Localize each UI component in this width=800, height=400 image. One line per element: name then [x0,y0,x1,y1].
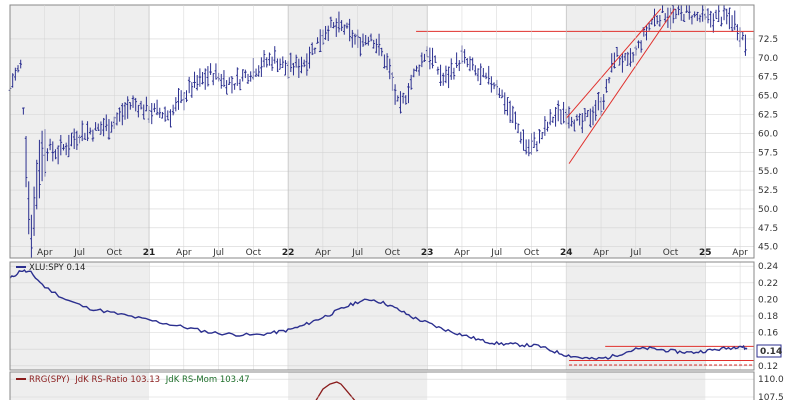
price-tick-label: 47.5 [758,224,778,234]
rs-gridlines [10,265,754,367]
rs-legend: XLU:SPY 0.14 [16,263,85,273]
month-tick-label: Apr [593,248,609,258]
month-tick-label: Apr [315,248,331,258]
price-tick-label: 62.5 [758,111,778,121]
rrg-panel-frame [9,371,755,400]
rrg-shading [10,372,706,400]
rs-tick-label: 0.12 [758,362,778,372]
price-panel-frame [9,4,755,259]
rs-tick-label: 0.18 [758,312,778,322]
rs-tick-label: 0.20 [758,295,778,305]
month-tick-label: Oct [246,248,262,258]
trend-channel-line [568,8,676,164]
year-tick-label: 22 [282,248,295,258]
rs-panel-frame [9,261,755,371]
rrg-legend: RRG(SPY) JdK RS-Ratio 103.13 JdK RS-Mom … [16,375,250,385]
rrg-legend-label: RRG(SPY) JdK RS-Ratio 103.13 JdK RS-Mom … [29,375,250,385]
month-tick-label: Apr [37,248,53,258]
price-trendlines [416,8,754,164]
price-tick-label: 72.5 [758,35,778,45]
year-tick-label: 23 [421,248,434,258]
rs-badge-box [756,344,782,358]
month-tick-label: Oct [385,248,401,258]
rs-tick-label: 0.24 [758,262,778,272]
price-tick-label: 70.0 [758,54,778,64]
time-axis: Apr Jul Oct Apr Jul Oct Apr Jul Oct Apr Jul Oct Apr J… [37,5,748,370]
rrg-line-series [315,381,356,400]
year-shade-band [10,372,150,400]
rrg-tick-label: 107.5 [758,393,784,400]
month-tick-label: Jul [629,248,641,258]
month-tick-label: Jul [73,248,85,258]
rrg-legend-ratio: JdK RS-Ratio 103.13 [74,375,160,385]
price-panel: 45.0 47.5 50.0 52.5 55.0 57.5 60.0 62.5 65.0 67.5… [8,4,778,259]
price-tick-label: 57.5 [758,148,778,158]
month-tick-label: Oct [524,248,540,258]
rrg-legend-mom: JdK RS-Mom 103.47 [165,375,250,385]
price-tick-label: 67.5 [758,73,778,83]
year-tick-label: 24 [560,248,573,258]
month-tick-label: Oct [663,248,679,258]
relative-strength-panel: 0.24 0.22 0.20 0.18 0.16 0.14 0.12 XLU:SPY 0.1… [9,261,782,372]
rrg-tick-label: 110.0 [758,375,784,385]
rrg-axis-labels: 110.0 107.5 [10,375,784,400]
month-tick-label: Oct [107,248,123,258]
month-tick-label: Jul [490,248,502,258]
year-tick-label: 25 [699,248,712,258]
month-tick-label: Apr [732,248,748,258]
month-tick-label: Apr [176,248,192,258]
year-shade-band [566,372,706,400]
rrg-legend-prefix: RRG(SPY) [29,375,70,385]
month-tick-label: Jul [351,248,363,258]
price-tick-label: 65.0 [758,92,778,102]
month-tick-label: Jul [212,248,224,258]
rs-tick-label: 0.16 [758,329,778,339]
price-tick-label: 50.0 [758,205,778,215]
month-tick-label: Apr [454,248,470,258]
rs-last-value-badge: 0.14 [756,344,782,358]
year-shade-band [288,372,428,400]
rs-tick-label: 0.22 [758,279,778,289]
rs-badge-text: 0.14 [760,347,782,357]
rs-line-series [9,269,748,361]
trend-channel-line [565,8,662,119]
price-axis-labels: 45.0 47.5 50.0 52.5 55.0 57.5 60.0 62.5 65.0 67.5… [758,35,778,253]
rs-series-line [9,269,748,361]
rs-legend-label: XLU:SPY 0.14 [29,263,85,273]
year-tick-label: 21 [143,248,156,258]
rs-annotations [569,345,754,366]
rrg-ratio-line [315,381,356,400]
price-tick-label: 45.0 [758,243,778,253]
rrg-panel: 110.0 107.5 RRG(SPY) JdK RS-Ratio 103.13 … [9,371,784,400]
price-tick-label: 55.0 [758,167,778,177]
price-tick-label: 60.0 [758,129,778,139]
price-tick-label: 52.5 [758,186,778,196]
